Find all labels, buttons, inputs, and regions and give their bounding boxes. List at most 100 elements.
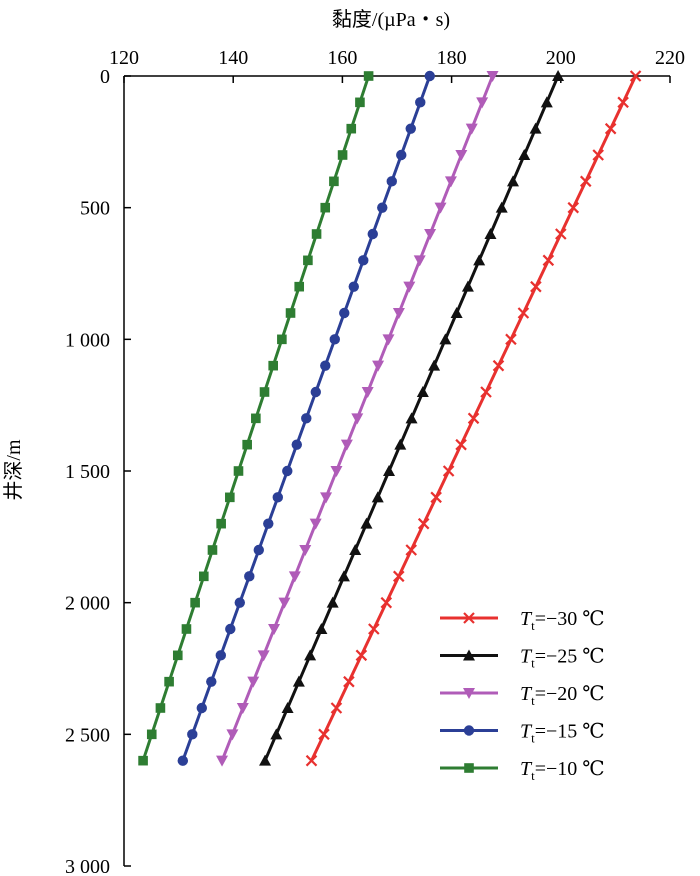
- data-point: [177, 755, 189, 766]
- data-point: [424, 229, 437, 240]
- data-point: [517, 307, 530, 319]
- data-point: [505, 333, 517, 346]
- y-axis-ticks: 0 500 1 000 1 500 2 000 2 500 3 000: [65, 66, 131, 876]
- data-point: [216, 755, 229, 767]
- data-point: [368, 623, 380, 635]
- data-point: [455, 438, 467, 451]
- data-point: [349, 544, 362, 555]
- data-point: [236, 703, 249, 714]
- data-point: [371, 491, 384, 503]
- x-tick-label: 140: [218, 47, 248, 69]
- data-point: [361, 387, 374, 398]
- legend-label: Tt=−20 ℃: [520, 683, 605, 708]
- data-point: [225, 492, 235, 503]
- data-point: [424, 70, 435, 82]
- data-point: [318, 728, 330, 741]
- data-point: [604, 122, 617, 135]
- data-point: [413, 255, 426, 267]
- data-point: [405, 412, 418, 424]
- data-point: [198, 571, 209, 582]
- data-point: [392, 570, 405, 583]
- data-point: [430, 491, 442, 504]
- x-tick-label: 180: [437, 47, 467, 69]
- data-point: [155, 703, 166, 713]
- data-point: [337, 150, 348, 160]
- data-point: [225, 623, 236, 635]
- data-point: [396, 149, 407, 161]
- data-point: [383, 465, 396, 476]
- series-0: [305, 70, 642, 767]
- data-point: [355, 649, 368, 662]
- data-point: [394, 438, 407, 450]
- data-point: [138, 755, 148, 766]
- data-point: [309, 518, 322, 530]
- legend: Tt=−30 ℃ Tt=−25 ℃ Tt=−20 ℃ Tt=−15 ℃ Tt=−10 ℃: [440, 608, 605, 783]
- series-3: [177, 70, 435, 766]
- data-point: [291, 439, 302, 450]
- data-point: [518, 149, 531, 160]
- data-point: [355, 97, 365, 108]
- data-point: [567, 201, 580, 214]
- data-point: [444, 176, 457, 188]
- legend-marker: [464, 763, 474, 773]
- data-point: [380, 596, 393, 609]
- data-point: [172, 650, 183, 661]
- x-tick-label: 160: [327, 47, 357, 69]
- data-point: [329, 176, 339, 187]
- data-point: [330, 466, 343, 477]
- data-point: [244, 571, 255, 582]
- y-tick-label: 2 000: [65, 593, 110, 615]
- data-point: [311, 229, 322, 239]
- data-point: [592, 149, 604, 161]
- y-tick-label: 3 000: [65, 856, 110, 876]
- data-point: [360, 517, 373, 529]
- data-point: [552, 70, 565, 81]
- data-point: [281, 702, 294, 713]
- y-tick-label: 2 500: [65, 724, 110, 746]
- data-point: [492, 359, 505, 372]
- data-point: [263, 518, 274, 529]
- data-point: [416, 386, 429, 397]
- data-point: [428, 359, 441, 371]
- data-point: [530, 280, 542, 293]
- data-point: [216, 518, 226, 529]
- legend-marker: [463, 688, 475, 699]
- legend-marker: [463, 725, 475, 736]
- data-point: [215, 650, 226, 661]
- y-tick-label: 1 000: [65, 329, 110, 351]
- data-point: [506, 175, 519, 187]
- data-point: [299, 545, 312, 556]
- x-axis-title: 黏度/(µPa・s): [332, 8, 450, 31]
- data-point: [272, 492, 283, 503]
- data-point: [555, 228, 567, 240]
- legend-label: Tt=−30 ℃: [520, 608, 605, 633]
- legend-item-3: Tt=−15 ℃: [440, 721, 605, 746]
- data-point: [367, 228, 378, 240]
- series-1: [259, 70, 565, 766]
- data-point: [450, 307, 463, 318]
- data-point: [310, 386, 321, 398]
- data-point: [439, 333, 452, 345]
- data-point: [268, 360, 278, 371]
- legend-label: Tt=−15 ℃: [520, 721, 605, 746]
- data-point: [305, 754, 318, 767]
- data-point: [303, 255, 313, 266]
- data-point: [339, 307, 350, 319]
- data-point: [529, 122, 542, 134]
- data-point: [259, 387, 270, 397]
- data-point: [206, 676, 217, 687]
- data-point: [247, 676, 260, 688]
- data-point: [294, 281, 305, 292]
- data-point: [196, 702, 207, 714]
- data-point: [320, 492, 333, 504]
- legend-item-1: Tt=−25 ℃: [440, 646, 605, 671]
- legend-item-0: Tt=−30 ℃: [440, 608, 605, 633]
- legend-label: Tt=−10 ℃: [520, 758, 605, 783]
- data-point: [473, 254, 486, 266]
- data-point: [348, 281, 359, 292]
- data-point: [242, 439, 252, 450]
- data-point: [251, 413, 261, 424]
- y-tick-label: 500: [80, 198, 110, 220]
- legend-marker: [463, 612, 475, 624]
- data-point: [465, 123, 478, 135]
